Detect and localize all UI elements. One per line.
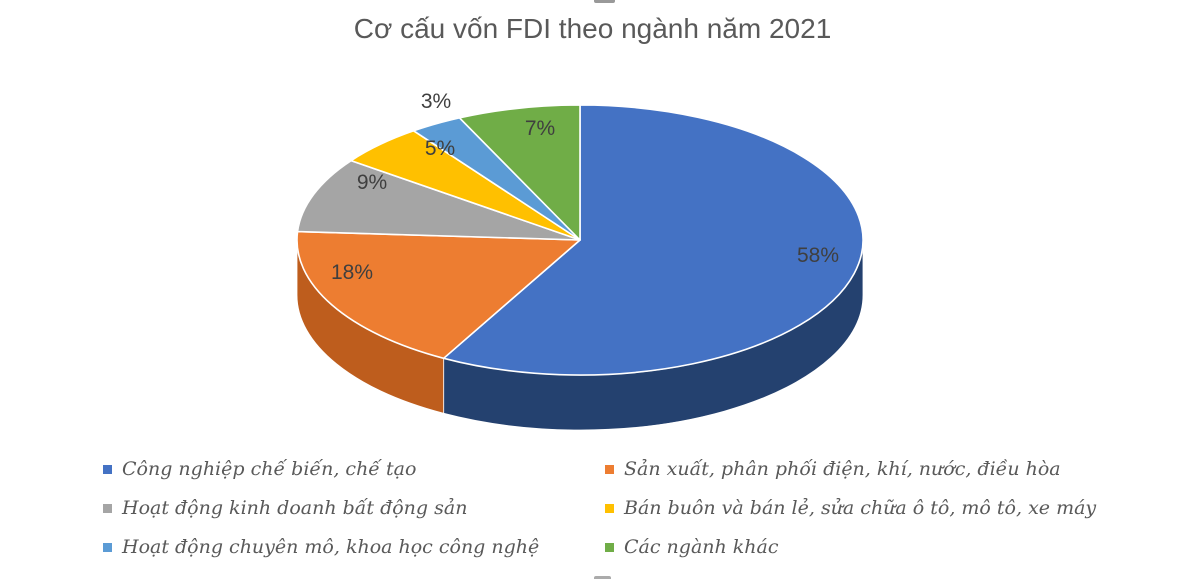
pie-data-label: 58% — [797, 244, 839, 267]
pie-slice-1 — [296, 230, 581, 360]
chart-title: Cơ cấu vốn FDI theo ngành năm 2021 — [353, 13, 832, 44]
pie-slice-0 — [442, 104, 864, 376]
pie-data-label: 3% — [421, 90, 451, 113]
cropped-content-artifact-bottom — [594, 576, 611, 579]
cropped-content-artifact-top — [594, 0, 615, 3]
pie-data-label: 5% — [425, 137, 455, 160]
pie-data-label: 9% — [357, 171, 387, 194]
pie-slice-2 — [296, 159, 581, 241]
pie-data-label: 7% — [525, 117, 555, 140]
pie-data-label: 18% — [331, 261, 373, 284]
pie-slice-5 — [458, 104, 581, 241]
